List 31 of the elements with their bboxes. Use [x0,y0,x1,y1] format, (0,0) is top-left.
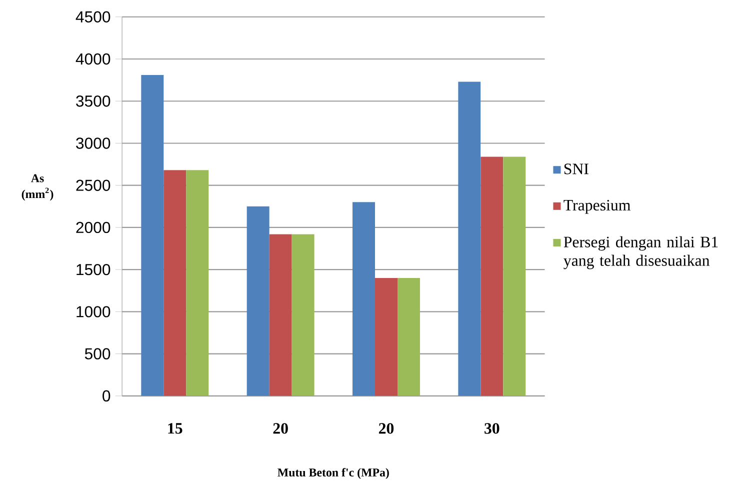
text: As (mm$^{2}$) [22,174,54,200]
y-tick-label: 2000 [76,222,110,233]
bar [164,170,186,396]
x-tick-label: 30 [484,422,500,434]
bar [246,206,270,396]
x-tick-label: 15 [168,422,182,434]
bar [186,170,209,396]
legend-label: SNI [564,163,588,174]
y-tick-label: 1500 [76,264,110,276]
x-tick-label: 20 [273,422,288,434]
y-tick-label: 500 [84,348,110,360]
y-tick-label: 3500 [76,95,110,107]
legend-label: Trapesium [564,200,630,214]
bar [141,74,164,396]
bar [292,234,314,396]
bar [375,278,398,396]
bar [397,278,420,396]
y-tick-label: 4500 [76,11,110,22]
x-tick-label: 20 [378,422,394,434]
y-tick-label: 4000 [76,53,110,64]
y-tick-label: 0 [102,390,110,402]
y-tick-label: 3000 [76,137,110,149]
bar [480,156,504,396]
x-axis-title: Mutu Beton f'c (MPa) [278,468,389,479]
bar [269,234,292,396]
y-tick-label: 2500 [76,180,110,191]
bar [352,202,375,396]
y-tick-label: 1000 [76,306,110,318]
bar [503,156,526,396]
legend-label: Persegi dengan nilai B1 yang telah disesuaikan [564,236,718,269]
bar [458,82,481,396]
